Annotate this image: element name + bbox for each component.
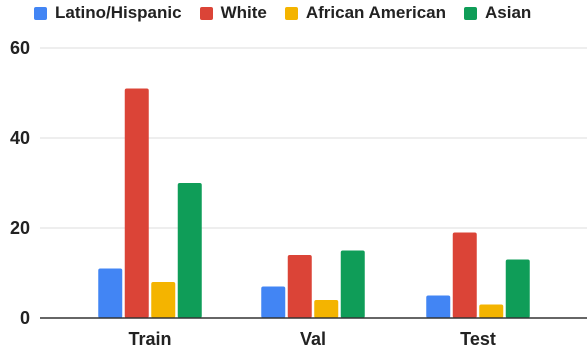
bar-train-latino-hispanic [98,268,123,318]
legend-item-asian: Asian [464,3,531,23]
x-tick-label-test: Test [460,329,496,349]
x-tick-label-train: Train [128,329,171,349]
legend-item-white: White [199,3,267,23]
legend-label: Asian [485,3,532,22]
y-tick-label: 60 [10,38,30,58]
bar-test-african-american [479,304,504,318]
y-axis-tick-labels: 0 20 40 60 [10,38,30,328]
legend-swatch [284,6,298,20]
grid-lines [40,47,587,229]
legend-label: Latino/Hispanic [55,3,182,22]
bar-val-african-american [314,300,339,318]
bar-train-african-american [151,282,176,318]
legend-swatch [464,6,478,20]
bar-train-white [124,88,149,318]
bar-train-asian [177,183,202,318]
legend-label: White [220,3,267,22]
y-tick-label: 20 [10,218,30,238]
legend-item-latino-hispanic: Latino/Hispanic [34,3,182,23]
y-tick-label: 0 [20,308,30,328]
bar-val-white [287,255,312,318]
bar-val-latino-hispanic [261,286,286,318]
legend-swatch [199,6,213,20]
chart-legend: Latino/Hispanic White African American Asia… [34,2,531,24]
legend-swatch [34,6,47,20]
bar-test-asian [505,259,530,318]
bar-val-asian [340,250,365,318]
x-axis-tick-labels: Train Val Test [128,329,495,349]
bar-test-latino-hispanic [426,295,451,318]
bar-test-white [452,232,477,318]
legend-item-african-american: African American [284,3,447,23]
x-tick-label-val: Val [300,329,326,349]
y-tick-label: 40 [10,128,30,148]
legend-label: African American [305,3,447,22]
bars [98,88,530,318]
